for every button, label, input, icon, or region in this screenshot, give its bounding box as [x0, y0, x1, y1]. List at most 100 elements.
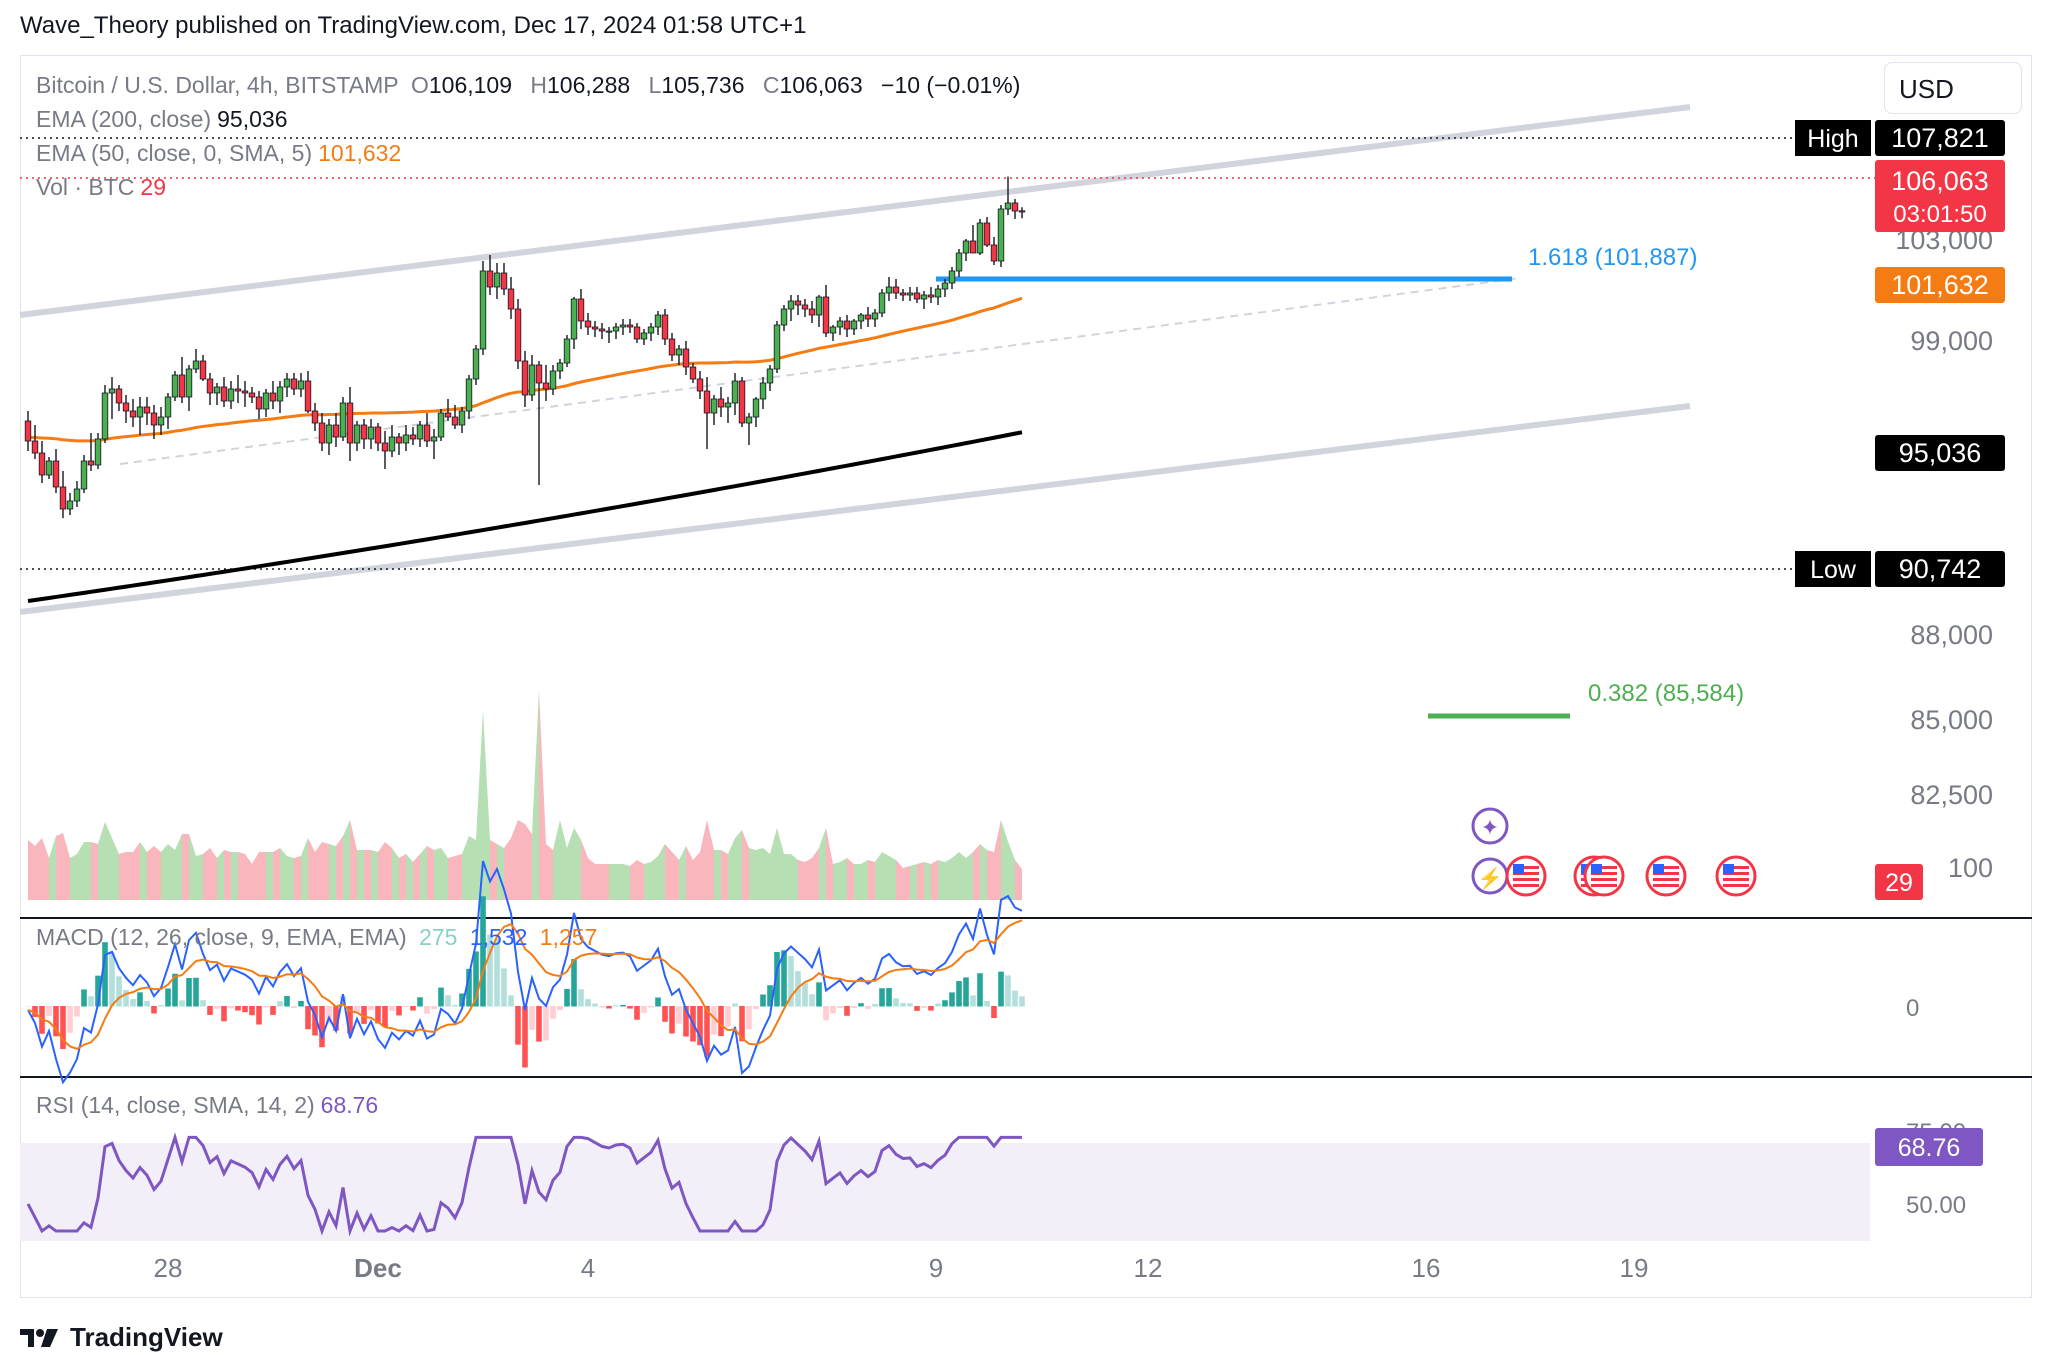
macd-histogram-bar — [774, 952, 780, 1007]
us-flag-stripe — [1653, 884, 1679, 887]
macd-legend: MACD (12, 26, close, 9, EMA, EMA) 275 1,… — [36, 924, 598, 950]
candle-body — [444, 412, 452, 418]
volume-segment — [462, 836, 469, 900]
candle-body — [892, 286, 900, 294]
price-tick-label: 82,500 — [1910, 780, 1993, 810]
candle-body — [626, 324, 634, 328]
us-flag-stripe — [1591, 878, 1617, 881]
candle-body — [696, 378, 704, 392]
price-marker-value: 106,063 — [1891, 166, 1989, 196]
volume-segment — [735, 830, 742, 900]
us-flag-stripe — [1723, 884, 1749, 887]
candle-body — [612, 326, 620, 332]
candle-body — [780, 308, 788, 326]
candle-body — [682, 348, 690, 368]
volume-segment — [567, 828, 574, 900]
volume-segment — [714, 850, 721, 900]
volume-segment — [399, 854, 406, 900]
volume-segment — [868, 860, 875, 900]
volume-segment — [994, 820, 1001, 900]
volume-segment — [959, 852, 966, 900]
macd-histogram-bar — [179, 1000, 185, 1007]
macd-histogram-bar — [151, 1006, 157, 1014]
macd-line-value: 1,532 — [469, 924, 528, 950]
volume-segment — [679, 846, 686, 900]
volume-segment — [644, 862, 651, 900]
volume-segment — [518, 820, 525, 900]
volume-segment — [637, 860, 644, 900]
candle-body — [836, 320, 844, 328]
volume-segment — [525, 824, 532, 900]
candle-body — [479, 270, 487, 350]
macd-histogram-bar — [81, 989, 87, 1007]
us-flag-canton — [1653, 864, 1664, 874]
chart-frame[interactable] — [20, 55, 2032, 1298]
volume-segment — [217, 850, 224, 900]
volume-segment — [861, 860, 868, 900]
macd-histogram-bar — [557, 1006, 563, 1011]
volume-segment — [245, 854, 252, 900]
volume-segment — [672, 852, 679, 900]
tradingview-logo[interactable]: TradingView — [20, 1322, 223, 1353]
candle-body — [710, 398, 718, 414]
macd-histogram-bar — [60, 1006, 66, 1049]
volume-segment — [119, 852, 126, 900]
candle-body — [255, 396, 263, 410]
volume-segment — [434, 848, 441, 900]
volume-segment — [588, 858, 595, 900]
ema50-value: 101,632 — [318, 140, 402, 166]
macd-histogram-bar — [123, 989, 129, 1007]
macd-histogram-bar — [480, 896, 486, 1007]
macd-histogram-bar — [809, 994, 815, 1007]
candle-body — [80, 460, 88, 490]
volume-segment — [693, 852, 700, 900]
macd-histogram-bar — [340, 995, 346, 1007]
candle-body — [577, 298, 585, 322]
macd-histogram-bar — [977, 973, 983, 1007]
us-flag-stripe — [1723, 872, 1749, 875]
macd-histogram-bar — [312, 1006, 318, 1036]
price-marker-countdown: 03:01:50 — [1893, 201, 1986, 228]
macd-histogram-bar — [291, 1006, 297, 1008]
volume-segment — [238, 852, 245, 900]
macd-histogram-bar — [858, 1003, 864, 1007]
candle-body — [549, 370, 557, 390]
time-tick-label: 19 — [1620, 1253, 1649, 1283]
macd-histogram-bar — [1019, 996, 1025, 1007]
volume-segment — [532, 690, 539, 900]
volume-segment — [623, 864, 630, 900]
volume-segment — [329, 844, 336, 900]
volume-segment — [189, 834, 196, 900]
time-tick-label: 4 — [581, 1253, 595, 1283]
candle-body — [171, 374, 179, 398]
volume-segment — [84, 842, 91, 900]
volume-segment — [847, 858, 854, 900]
candle-body — [283, 378, 291, 388]
macd-histogram-bar — [389, 1006, 395, 1011]
candle-body — [871, 312, 879, 320]
candle-body — [395, 436, 403, 444]
candle-body — [318, 422, 326, 444]
rsi-marker-value: 68.76 — [1898, 1134, 1961, 1162]
candle-body — [451, 416, 459, 426]
us-flag-stripe — [1513, 872, 1539, 875]
volume-segment — [546, 844, 553, 900]
volume-segment — [28, 840, 35, 900]
macd-histogram-bar — [333, 1006, 339, 1031]
macd-histogram-bar — [963, 977, 969, 1007]
macd-histogram-bar — [830, 1006, 836, 1014]
candle-body — [913, 292, 921, 300]
macd-histogram-bar — [942, 1000, 948, 1007]
macd-histogram-bar — [676, 1006, 682, 1024]
candle-body — [241, 390, 249, 394]
candle-body — [367, 426, 375, 440]
candle-body — [73, 488, 81, 502]
volume-segment — [686, 846, 693, 900]
currency-selector[interactable]: USD — [1884, 62, 2022, 114]
volume-segment — [287, 856, 294, 900]
close-value: 106,063 — [779, 72, 863, 98]
candle-body — [353, 424, 361, 444]
price-marker-tag — [1795, 120, 1871, 156]
price-marker-value: 107,821 — [1891, 123, 1989, 153]
